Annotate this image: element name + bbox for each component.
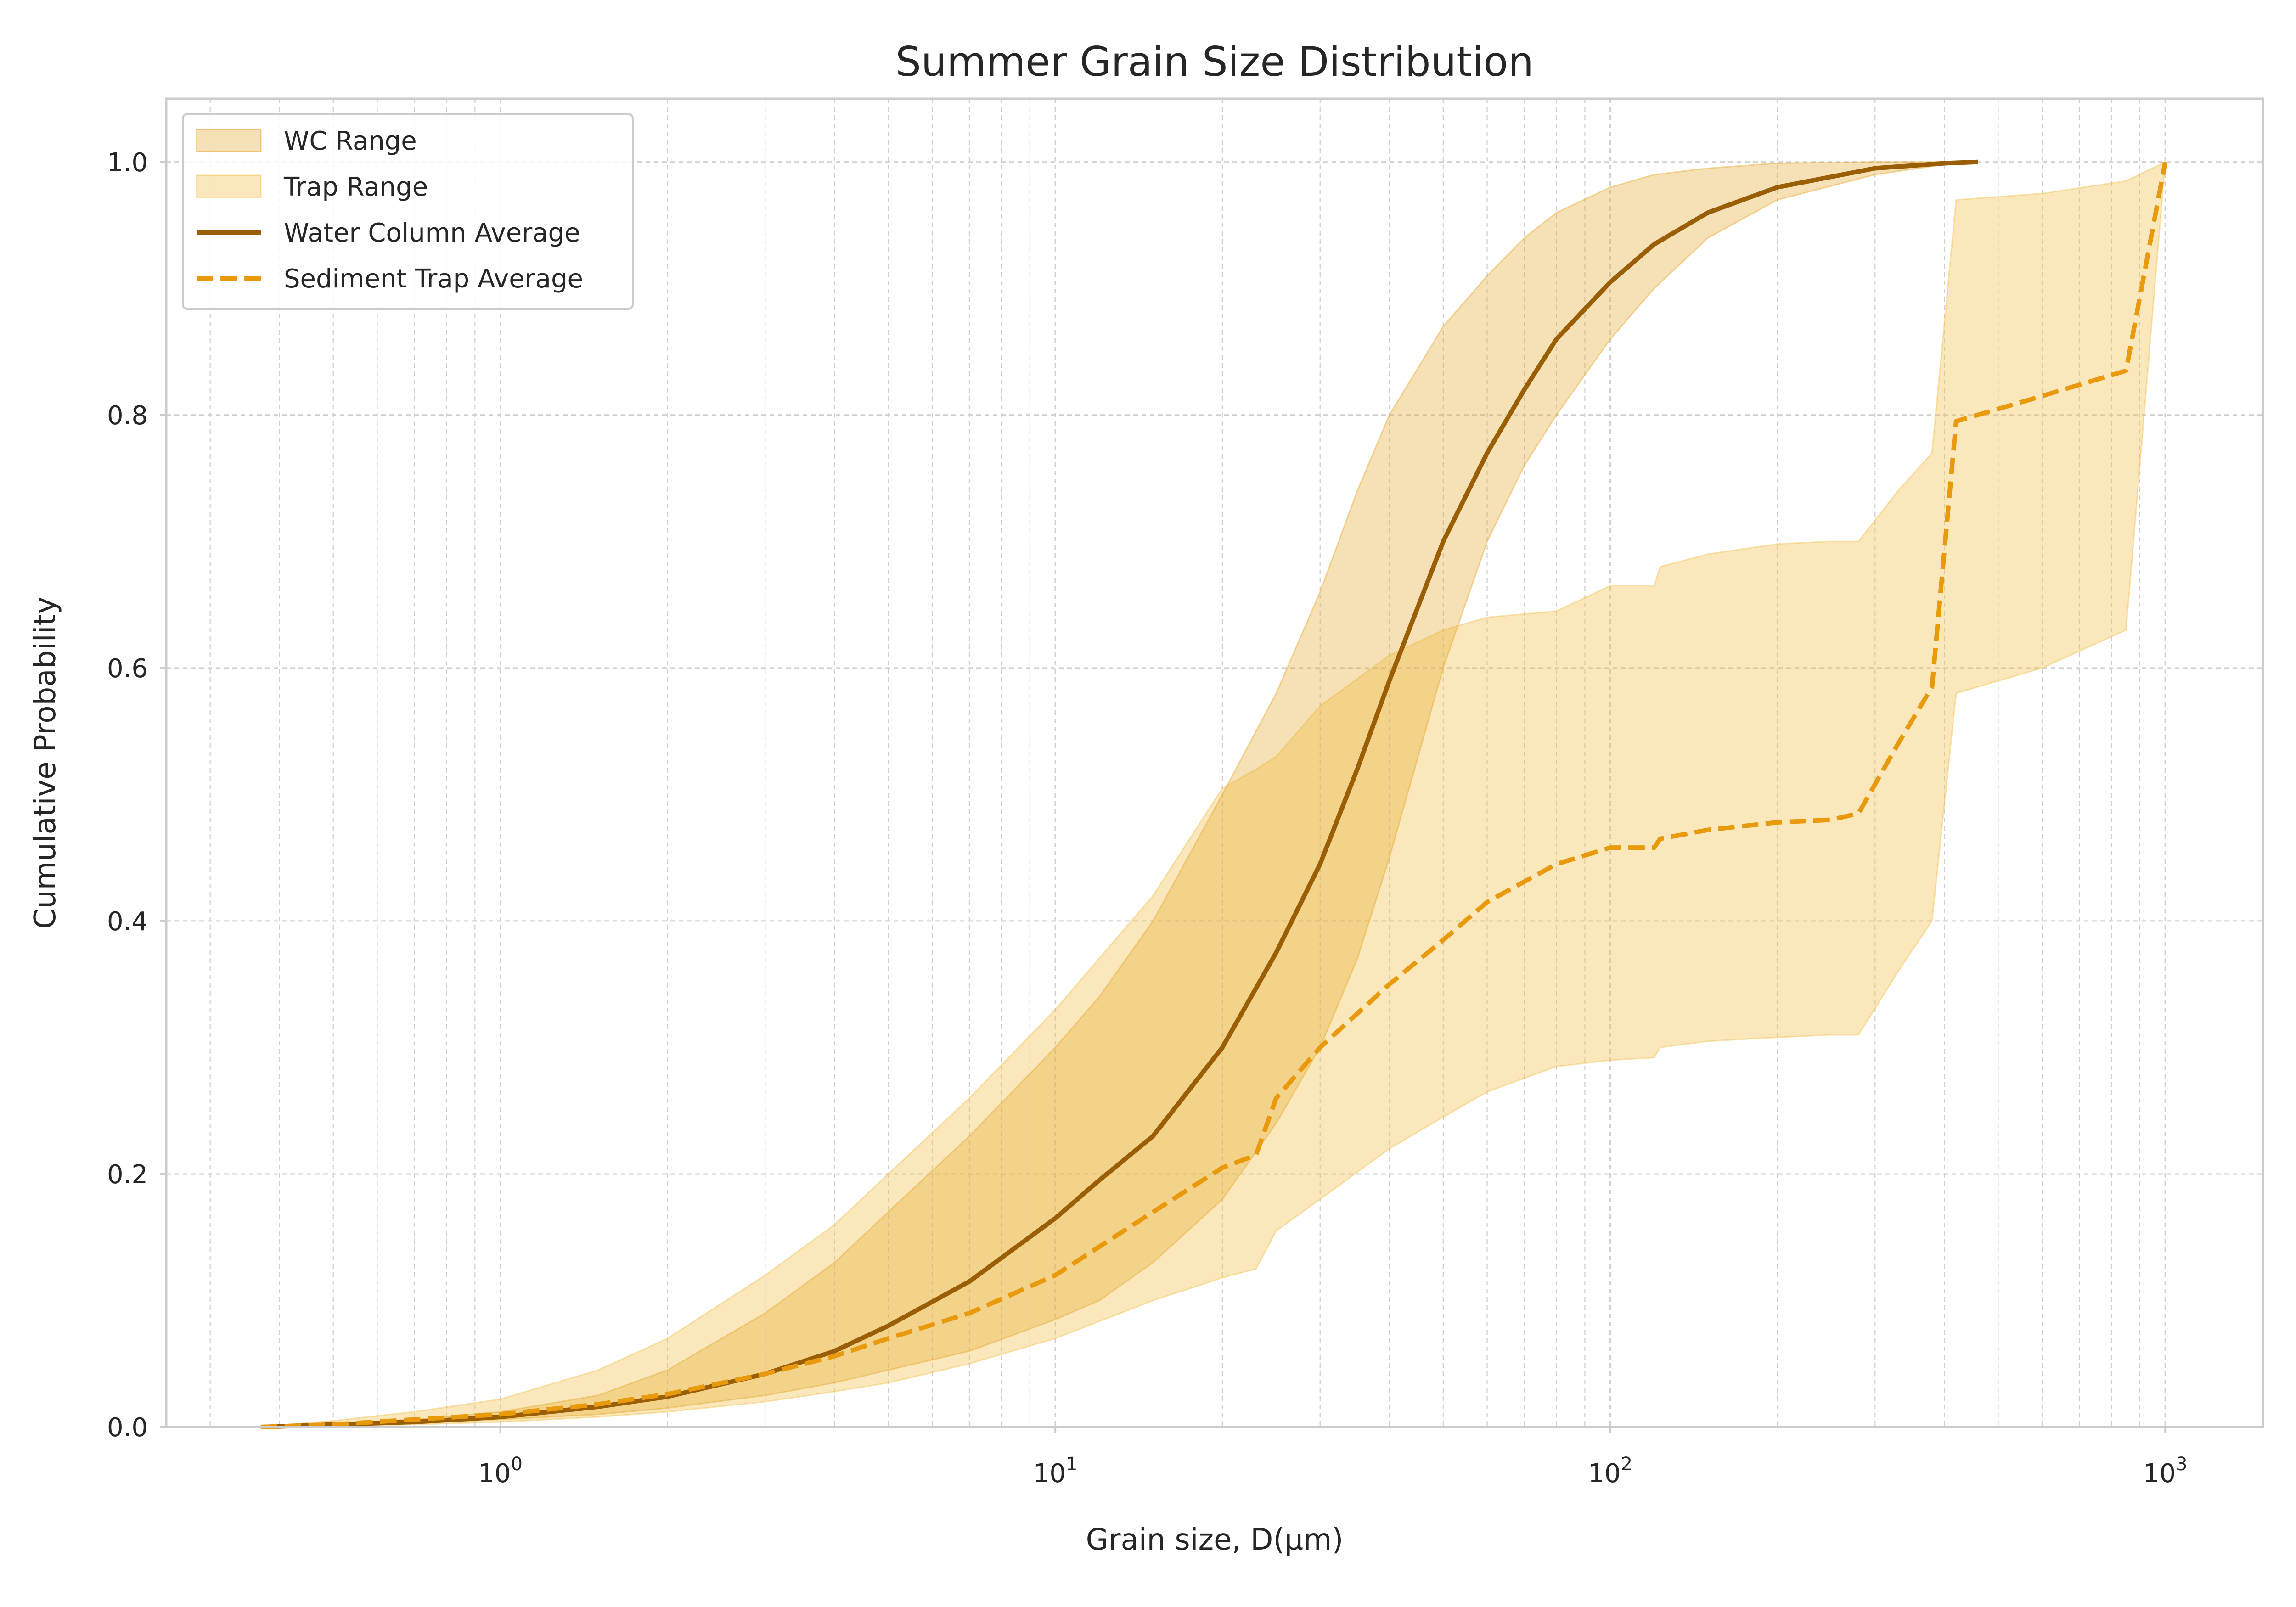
x-axis-label: Grain size, D(μm) — [1086, 1523, 1344, 1557]
water-column-average-line — [260, 159, 1978, 1429]
legend-label: Water Column Average — [284, 218, 580, 248]
y-tick-label: 0.6 — [107, 654, 148, 684]
y-tick-label: 0.8 — [107, 401, 148, 431]
y-tick-label: 0.2 — [107, 1160, 148, 1190]
legend-box — [182, 113, 634, 310]
tick-labels: 0.0 0.2 0.4 0.6 0.8 1.0 100 101 102 103 — [107, 148, 2188, 1489]
legend-swatch — [196, 174, 262, 198]
plot-frame — [165, 97, 2264, 1428]
sediment-trap-average-line — [260, 161, 2168, 1429]
legend-swatch — [196, 129, 262, 152]
x-tick-label: 102 — [1588, 1454, 1632, 1489]
legend-label: Sediment Trap Average — [284, 264, 583, 294]
grid-lines — [166, 99, 2263, 1428]
average-lines — [260, 159, 2168, 1429]
y-tick-label: 0.0 — [107, 1413, 148, 1443]
y-tick-label: 0.4 — [107, 907, 148, 937]
legend-label: Trap Range — [283, 172, 428, 202]
legend: WC Range Trap Range Water Column Average Se… — [182, 113, 634, 310]
x-tick-label: 101 — [1033, 1454, 1078, 1489]
chart-title: Summer Grain Size Distribution — [895, 38, 1534, 85]
x-tick-label: 100 — [478, 1454, 523, 1489]
legend-label: WC Range — [284, 126, 417, 156]
x-tick-label: 103 — [2143, 1454, 2188, 1489]
y-axis-label: Cumulative Probability — [28, 597, 62, 929]
y-tick-label: 1.0 — [107, 148, 148, 178]
